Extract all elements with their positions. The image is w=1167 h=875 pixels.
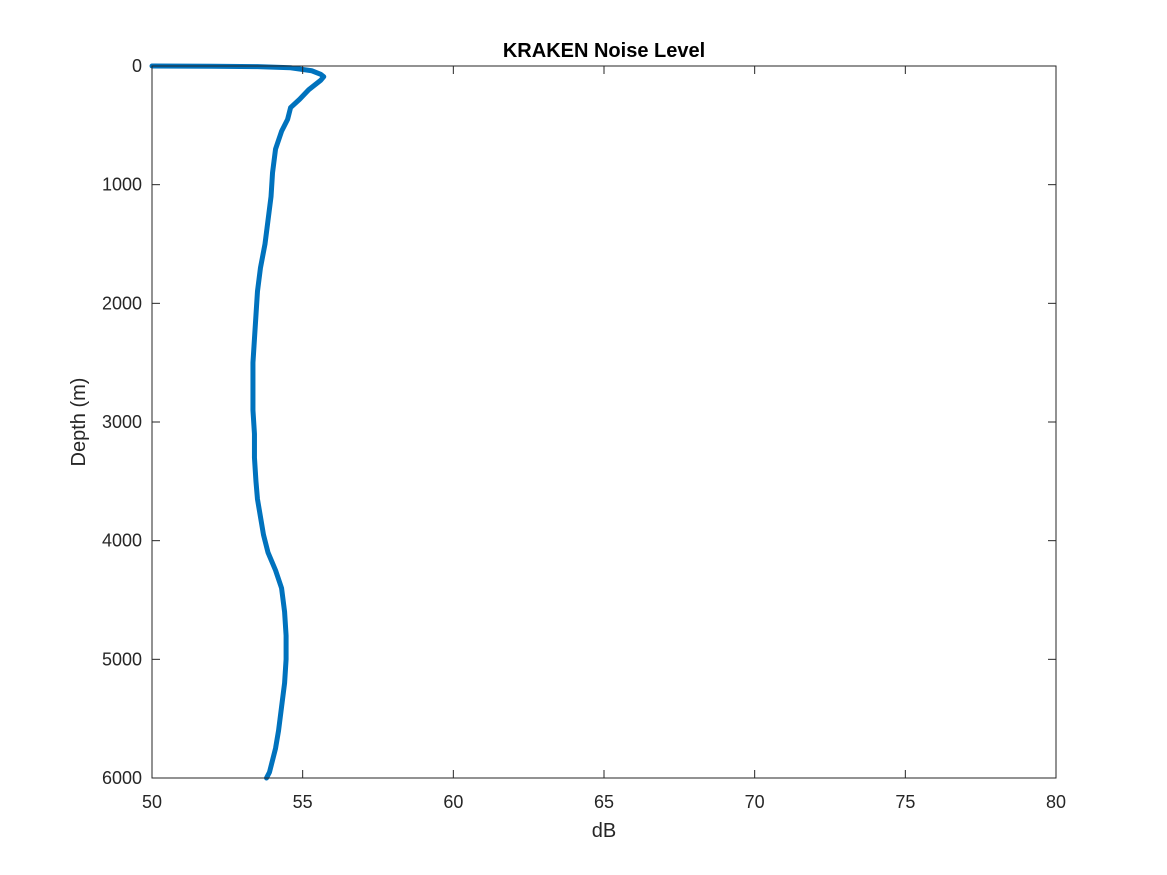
chart-title: KRAKEN Noise Level xyxy=(503,40,705,62)
x-tick-label: 65 xyxy=(594,792,614,812)
y-tick-label: 3000 xyxy=(102,412,142,432)
x-tick-label: 70 xyxy=(745,792,765,812)
y-axis-label: Depth (m) xyxy=(68,378,90,467)
x-tick-label: 55 xyxy=(293,792,313,812)
x-tick-label: 50 xyxy=(142,792,162,812)
x-axis-label: dB xyxy=(592,820,616,842)
y-tick-label: 6000 xyxy=(102,768,142,788)
plot-background xyxy=(152,66,1056,778)
y-tick-label: 5000 xyxy=(102,649,142,669)
plot-area xyxy=(149,63,1056,781)
y-tick-label: 4000 xyxy=(102,531,142,551)
ticks: 50 55 60 65 70 75 80 0 1000 2000 3000 4000 5000 6000 xyxy=(102,56,1066,812)
x-tick-label: 60 xyxy=(443,792,463,812)
y-tick-label: 1000 xyxy=(102,175,142,195)
x-tick-label: 75 xyxy=(895,792,915,812)
y-tick-label: 2000 xyxy=(102,293,142,313)
noise-level-line xyxy=(149,63,327,781)
y-tick-label: 0 xyxy=(132,56,142,76)
x-tick-label: 80 xyxy=(1046,792,1066,812)
